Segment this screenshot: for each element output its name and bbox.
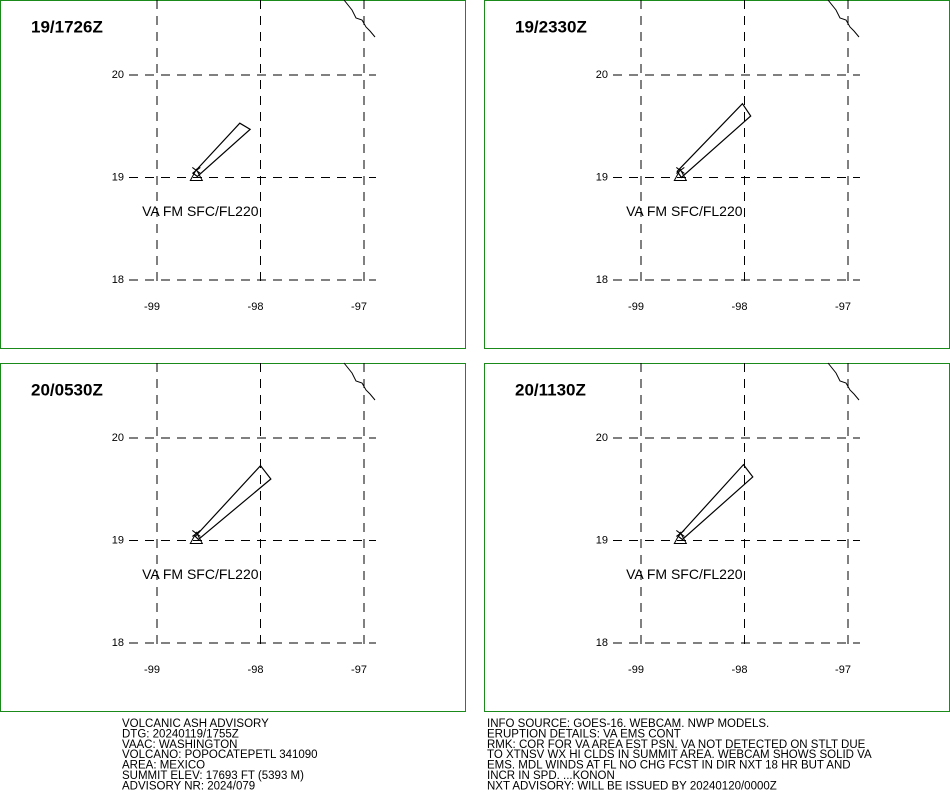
panel-frame [0,0,466,349]
ash-area [192,122,252,178]
x-tick-label: -99 [144,301,160,313]
coastline [343,362,376,401]
x-tick-label: -99 [628,664,644,676]
map-panel: -99 -98 -97 18 19 20 20/1130Z VA FM SFC/FL220 [484,362,950,712]
advisory-line: EMS. MDL WINDS AT FL NO CHG FCST IN DIR … [487,760,851,772]
map-panel: -99 -98 -97 18 19 20 19/1726Z VA FM SFC/FL220 [0,0,466,349]
ash-label: VA FM SFC/FL220 [142,203,259,219]
panel-frame [484,363,950,712]
advisory-line: ADVISORY NR: 2024/079 [122,780,255,792]
y-tick-label: 19 [112,171,124,183]
ash-area [194,464,272,541]
x-tick-label: -97 [351,301,367,313]
advisory-line: DTG: 20240119/1755Z [122,728,239,740]
x-tick-label: -97 [835,664,851,676]
x-tick-label: -98 [732,301,748,313]
advisory-line: ERUPTION DETAILS: VA EMS CONT [487,728,681,740]
y-tick-label: 20 [596,69,608,81]
valid-time: 20/1130Z [515,380,586,399]
y-tick-label: 18 [112,274,124,286]
y-tick-label: 18 [112,637,124,649]
advisory-line: INCR IN SPD. ...KONON [487,770,615,782]
panel-frame [484,0,950,349]
x-tick-label: -99 [144,664,160,676]
ash-area [676,102,752,179]
map-panel: -99 -98 -97 18 19 20 20/0530Z VA FM SFC/FL220 [0,362,466,712]
advisory-line: AREA: MEXICO [122,760,205,772]
valid-time: 20/0530Z [31,380,103,399]
y-tick-label: 20 [112,432,124,444]
y-tick-label: 20 [112,69,124,81]
y-tick-label: 20 [596,432,608,444]
y-tick-label: 19 [596,171,608,183]
coastline [827,362,860,401]
x-tick-label: -99 [628,301,644,313]
advisory-line: VOLCANIC ASH ADVISORY [122,718,269,730]
map-panel: -99 -98 -97 18 19 20 19/2330Z VA FM SFC/FL220 [484,0,950,349]
advisory-line: INFO SOURCE: GOES-16. WEBCAM. NWP MODELS… [487,718,769,730]
volcano-symbol [673,530,688,544]
advisory-line: TO XTNSV WX HI CLDS IN SUMMIT AREA. WEBC… [487,749,872,761]
volcano-symbol [673,167,688,181]
advisory-line: VOLCANO: POPOCATEPETL 341090 [122,749,318,761]
valid-time: 19/1726Z [31,17,103,36]
advisory-line: SUMMIT ELEV: 17693 FT (5393 M) [122,770,304,782]
coastline [343,0,376,38]
x-tick-label: -97 [351,664,367,676]
ash-label: VA FM SFC/FL220 [142,566,259,582]
y-tick-label: 18 [596,274,608,286]
volcano-symbol [189,167,204,181]
ash-label: VA FM SFC/FL220 [626,566,743,582]
advisory-line: VAAC: WASHINGTON [122,739,237,751]
advisory-line: NXT ADVISORY: WILL BE ISSUED BY 20240120… [487,780,777,792]
coastline [827,0,860,38]
ash-label: VA FM SFC/FL220 [626,203,743,219]
x-tick-label: -98 [248,301,264,313]
ash-area [677,463,754,541]
panel-frame [0,363,466,712]
volcano-symbol [189,530,204,544]
x-tick-label: -97 [835,301,851,313]
y-tick-label: 18 [596,637,608,649]
x-tick-label: -98 [248,664,264,676]
x-tick-label: -98 [732,664,748,676]
y-tick-label: 19 [112,534,124,546]
y-tick-label: 19 [596,534,608,546]
advisory-line: RMK: COR FOR VA AREA EST PSN. VA NOT DET… [487,739,866,751]
valid-time: 19/2330Z [515,17,587,36]
